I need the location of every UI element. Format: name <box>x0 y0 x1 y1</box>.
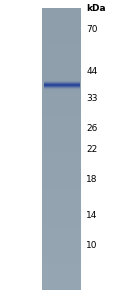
Text: 70: 70 <box>86 25 98 34</box>
Text: 22: 22 <box>86 145 97 154</box>
Text: 33: 33 <box>86 94 98 103</box>
Text: 10: 10 <box>86 241 98 250</box>
Text: 14: 14 <box>86 211 98 220</box>
Text: 26: 26 <box>86 124 98 133</box>
Text: kDa: kDa <box>86 4 106 13</box>
Text: 18: 18 <box>86 175 98 184</box>
Text: 44: 44 <box>86 67 97 76</box>
